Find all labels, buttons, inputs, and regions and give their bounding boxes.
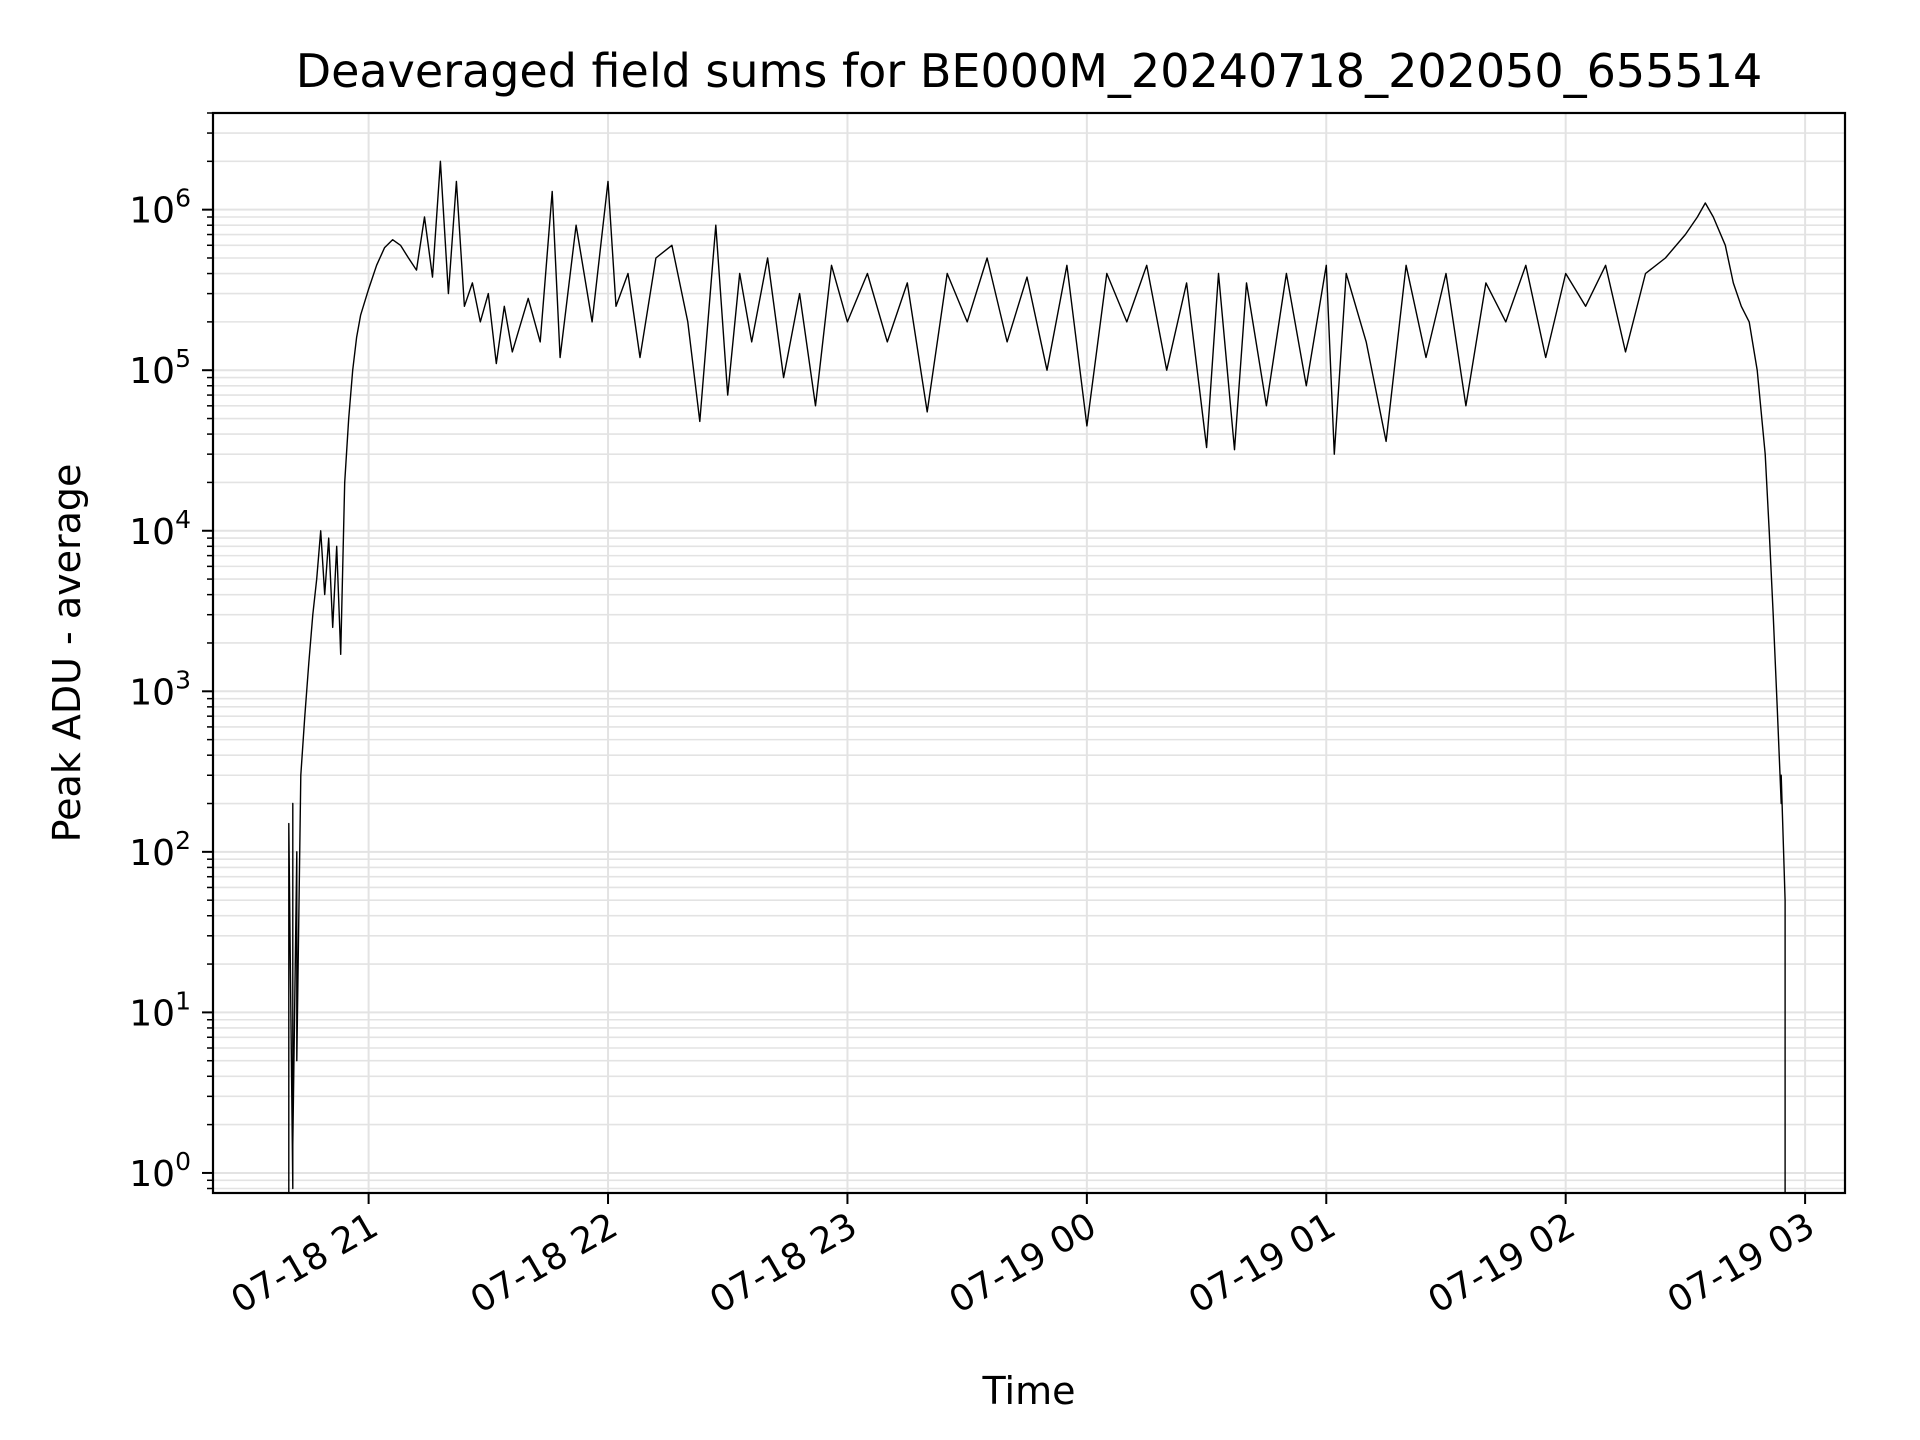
y-axis-label: Peak ADU - average	[45, 464, 89, 843]
plot-frame	[211, 111, 1847, 1195]
y-tick-label: 104	[129, 505, 191, 553]
y-tick-label: 101	[129, 986, 191, 1034]
series-line	[288, 160, 1786, 1193]
x-axis-label: Time	[982, 1369, 1076, 1413]
chart-title: Deaveraged field sums for BE000M_2024071…	[296, 44, 1763, 98]
y-tick-label: 105	[129, 344, 191, 392]
grid	[213, 112, 1845, 1193]
y-tick-label: 106	[129, 184, 191, 232]
y-tick-label: 102	[129, 826, 191, 874]
y-tick-label: 100	[129, 1147, 191, 1195]
y-tick-label: 103	[129, 665, 191, 713]
